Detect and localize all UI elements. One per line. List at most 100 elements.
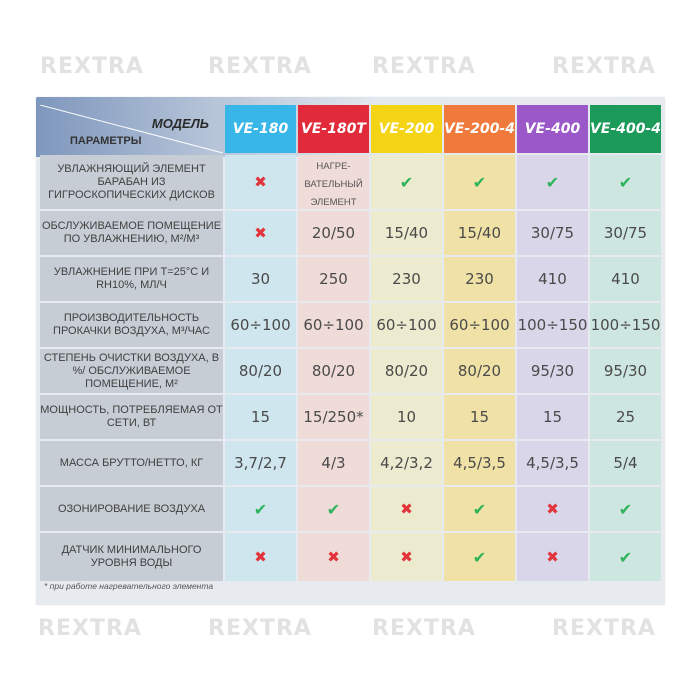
- value-cell: 80/20: [298, 349, 369, 393]
- cross-icon: ✖: [327, 548, 340, 566]
- model-header-ve-200-4: VE-200-4: [444, 105, 515, 153]
- cell-value: 5/4: [613, 454, 638, 472]
- value-cell: НАГРЕ-ВАТЕЛЬНЫЙ ЭЛЕМЕНТ: [298, 155, 369, 209]
- cell-value: 60÷100: [230, 316, 291, 334]
- cell-value: 15: [542, 408, 563, 426]
- cell-value: 15: [469, 408, 490, 426]
- value-cell: ✖: [298, 533, 369, 581]
- diagonal-line: [40, 105, 223, 153]
- watermark: REXTRA: [40, 54, 144, 79]
- check-icon: ✔: [326, 499, 341, 519]
- value-cell: ✔: [590, 533, 661, 581]
- cell-value: 60÷100: [303, 316, 364, 334]
- check-icon: ✔: [472, 547, 487, 567]
- param-label: ДАТЧИК МИНИМАЛЬНОГО УРОВНЯ ВОДЫ: [40, 533, 223, 581]
- watermark: REXTRA: [372, 54, 476, 79]
- value-cell: 4,2/3,2: [371, 441, 442, 485]
- model-header-ve-180: VE-180: [225, 105, 296, 153]
- value-cell: ✖: [225, 211, 296, 255]
- value-cell: 15/40: [371, 211, 442, 255]
- check-icon: ✔: [618, 499, 633, 519]
- cell-value: 95/30: [530, 362, 575, 380]
- param-label: УВЛАЖНЕНИЕ при t=25°C и RH10%, мл/ч: [40, 257, 223, 301]
- cell-value: НАГРЕ-ВАТЕЛЬНЫЙ ЭЛЕМЕНТ: [304, 161, 363, 208]
- table-row: СТЕПЕНЬ ОЧИСТКИ ВОЗДУХА, в %/ ОБСЛУЖИВАЕ…: [40, 349, 661, 393]
- table-row: ДАТЧИК МИНИМАЛЬНОГО УРОВНЯ ВОДЫ ✖ ✖ ✖ ✔ ✖ ✔: [40, 533, 661, 581]
- value-cell: 30/75: [517, 211, 588, 255]
- value-cell: 3,7/2,7: [225, 441, 296, 485]
- value-cell: 80/20: [444, 349, 515, 393]
- value-cell: ✖: [225, 155, 296, 209]
- value-cell: ✔: [590, 155, 661, 209]
- check-icon: ✔: [253, 499, 268, 519]
- value-cell: 15/250*: [298, 395, 369, 439]
- cell-value: 230: [465, 270, 494, 288]
- cell-value: 60÷100: [376, 316, 437, 334]
- cell-value: 4,5/3,5: [526, 454, 579, 472]
- value-cell: ✔: [444, 533, 515, 581]
- cross-icon: ✖: [546, 500, 559, 518]
- param-label: МАССА БРУТТО/НЕТТО, кг: [40, 441, 223, 485]
- watermark: REXTRA: [208, 616, 312, 641]
- value-cell: 4/3: [298, 441, 369, 485]
- param-label: ОЗОНИРОВАНИЕ ВОЗДУХА: [40, 487, 223, 531]
- table-row: УВЛАЖНЕНИЕ при t=25°C и RH10%, мл/ч 30 250…: [40, 257, 661, 301]
- param-label: ПРОИЗВОДИТЕЛЬНОСТЬ ПРОКАЧКИ ВОЗДУХА, м³/…: [40, 303, 223, 347]
- value-cell: 410: [590, 257, 661, 301]
- value-cell: 60÷100: [444, 303, 515, 347]
- model-header-ve-180t: VE-180T: [298, 105, 369, 153]
- watermark: REXTRA: [208, 54, 312, 79]
- cell-value: 80/20: [311, 362, 356, 380]
- value-cell: ✖: [517, 533, 588, 581]
- table-row: МАССА БРУТТО/НЕТТО, кг 3,7/2,7 4/3 4,2/3,2 4…: [40, 441, 661, 485]
- cell-value: 30: [250, 270, 271, 288]
- value-cell: ✔: [225, 487, 296, 531]
- spec-card: МОДЕЛЬ ПАРАМЕТРЫ VE-180 VE-180T VE-200 V…: [36, 97, 665, 605]
- params-label: ПАРАМЕТРЫ: [70, 135, 142, 147]
- cell-value: 4/3: [321, 454, 346, 472]
- value-cell: 15: [444, 395, 515, 439]
- cell-value: 60÷100: [449, 316, 510, 334]
- table-row: ПРОИЗВОДИТЕЛЬНОСТЬ ПРОКАЧКИ ВОЗДУХА, м³/…: [40, 303, 661, 347]
- check-icon: ✔: [545, 172, 560, 192]
- footnote: * при работе нагревательного элемента: [44, 581, 214, 591]
- cell-value: 25: [615, 408, 636, 426]
- cell-value: 80/20: [238, 362, 283, 380]
- value-cell: ✖: [371, 487, 442, 531]
- cell-value: 15/40: [384, 224, 429, 242]
- value-cell: ✔: [371, 155, 442, 209]
- value-cell: 410: [517, 257, 588, 301]
- value-cell: ✖: [225, 533, 296, 581]
- value-cell: 15: [517, 395, 588, 439]
- watermark: REXTRA: [38, 616, 142, 641]
- value-cell: 60÷100: [298, 303, 369, 347]
- watermark: REXTRA: [552, 54, 656, 79]
- value-cell: 10: [371, 395, 442, 439]
- table-row: УВЛАЖНЯЮЩИЙ ЭЛЕМЕНТ БАРАБАН ИЗ ГИГРОСКОП…: [40, 155, 661, 209]
- value-cell: 25: [590, 395, 661, 439]
- check-icon: ✔: [618, 547, 633, 567]
- header-row: МОДЕЛЬ ПАРАМЕТРЫ VE-180 VE-180T VE-200 V…: [40, 105, 661, 153]
- value-cell: 230: [444, 257, 515, 301]
- spec-table: МОДЕЛЬ ПАРАМЕТРЫ VE-180 VE-180T VE-200 V…: [38, 103, 663, 583]
- value-cell: 95/30: [517, 349, 588, 393]
- cross-icon: ✖: [254, 224, 267, 242]
- value-cell: 15/40: [444, 211, 515, 255]
- value-cell: 60÷100: [371, 303, 442, 347]
- model-header-ve-400: VE-400: [517, 105, 588, 153]
- watermark: REXTRA: [552, 616, 656, 641]
- value-cell: 95/30: [590, 349, 661, 393]
- value-cell: 250: [298, 257, 369, 301]
- cell-value: 10: [396, 408, 417, 426]
- model-header-ve-200: VE-200: [371, 105, 442, 153]
- value-cell: 30/75: [590, 211, 661, 255]
- table-row: МОЩНОСТЬ, ПОТРЕБЛЯЕМАЯ ОТ СЕТИ, Вт 15 15/2…: [40, 395, 661, 439]
- value-cell: 100÷150: [590, 303, 661, 347]
- cell-value: 15/250*: [303, 408, 364, 426]
- header-corner: МОДЕЛЬ ПАРАМЕТРЫ: [40, 105, 223, 153]
- cell-value: 3,7/2,7: [234, 454, 287, 472]
- value-cell: 100÷150: [517, 303, 588, 347]
- value-cell: 80/20: [371, 349, 442, 393]
- table-row: ОБСЛУЖИВАЕМОЕ ПОМЕЩЕНИЕ ПО УВЛАЖНЕНИЮ, м…: [40, 211, 661, 255]
- value-cell: 230: [371, 257, 442, 301]
